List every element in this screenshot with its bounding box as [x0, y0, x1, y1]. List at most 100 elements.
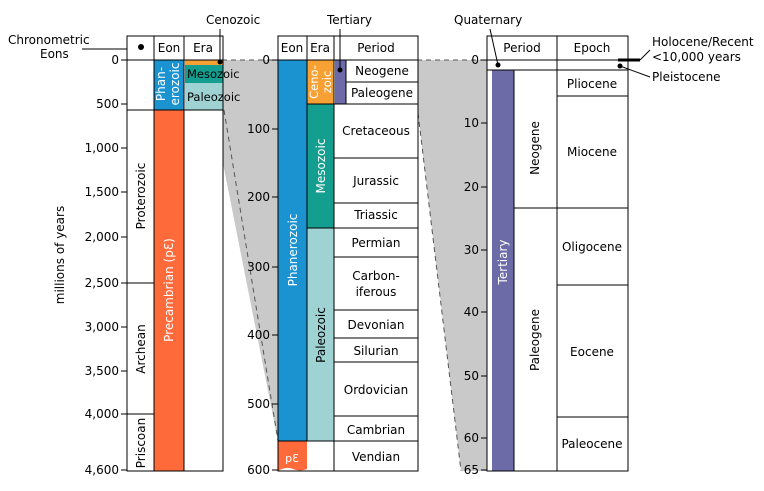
zoom-band-panel2-to-panel3: [335, 60, 487, 471]
tertiary-label: Tertiary: [496, 239, 510, 285]
holocene-years: <10,000 years: [652, 50, 741, 64]
mesozoic-label-small: Mesozoic: [187, 67, 240, 81]
epoch-eocene: Eocene: [570, 345, 614, 359]
panel2-tick-label: 400: [247, 328, 270, 342]
period-carboniferous-line2: iferous: [356, 285, 397, 299]
panel2-tick-label: 300: [247, 260, 270, 274]
panel2-tick-label: 0: [262, 53, 270, 67]
panel1-tick-label: 3,000: [85, 320, 119, 334]
period-carboniferous-line1: Carbon-: [352, 269, 400, 283]
header-period-p2: Period: [357, 41, 394, 55]
pe-bar: [278, 441, 307, 471]
panel1-tick-label: 3,500: [85, 364, 119, 378]
phanerozoic-bar: [278, 60, 307, 441]
holocene-callout: Holocene/Recent: [652, 35, 754, 49]
zoom-dash-bottom-2: [417, 112, 462, 472]
period-ordovician: Ordovician: [344, 383, 408, 397]
period-cretaceous: Cretaceous: [342, 124, 410, 138]
panel3-tick-label: 40: [464, 305, 479, 319]
header-dot-icon: [138, 44, 144, 50]
header-period-p3: Period: [503, 41, 540, 55]
header-epoch-p3: Epoch: [574, 41, 611, 55]
period-neogene-p3: Neogene: [528, 121, 542, 175]
axis-ticks-panel1: 0 500 1,000 1,500 2,000 2,500 3,000 3,500 4,000 4…: [85, 53, 127, 477]
header-eon-p2: Eon: [281, 41, 304, 55]
cenozoic-label-line1: Ceno-: [307, 65, 321, 99]
period-devonian: Devonian: [348, 318, 405, 332]
precambrian-bar: [154, 110, 184, 471]
epoch-pliocene: Pliocene: [567, 77, 617, 91]
chronometric-label: Chronometric: [8, 33, 90, 47]
holocene-pointer: [639, 49, 651, 61]
panel1-tick-label: 2,000: [85, 230, 119, 244]
panel1-tick-label: 4,000: [85, 407, 119, 421]
epoch-miocene: Miocene: [567, 145, 617, 159]
paleozoic-bar-small: [185, 83, 223, 110]
axis-ticks-panel3: 0 10 20 30 40 50 60 65: [464, 53, 487, 477]
panel1-tick-label: 500: [96, 97, 119, 111]
header-era-p2: Era: [310, 41, 330, 55]
cenozoic-bar: [307, 60, 334, 104]
mesozoic-label: Mesozoic: [314, 139, 328, 194]
phanerozoic-label-line2: erozoic: [168, 63, 182, 106]
cenozoic-label-line2: zoic: [320, 71, 334, 94]
mesozoic-bar-small: [185, 65, 223, 83]
tertiary-callout: Tertiary: [326, 13, 372, 27]
panel2-tick-label: 500: [247, 397, 270, 411]
chronometric-priscoan: Priscoan: [134, 418, 148, 468]
cenozoic-callout: Cenozoic: [206, 13, 260, 27]
panel1-tick-label: 4,600: [85, 463, 119, 477]
phanerozoic-label-line1: Phan-: [154, 67, 168, 101]
axis-ticks-panel2: 0 100 200 300 400 500 600: [247, 53, 278, 477]
cenozoic-dot-icon: [217, 59, 223, 65]
phanerozoic-label: Phanerozoic: [286, 214, 300, 287]
period-jurassic: Jurassic: [352, 174, 399, 188]
panel2-tick-label: 200: [247, 190, 270, 204]
period-cambrian: Cambrian: [347, 423, 405, 437]
pleistocene-pointer: [619, 65, 651, 78]
panel2-tick-label: 100: [247, 122, 270, 136]
period-triassic: Triassic: [353, 208, 398, 222]
panel3-tick-label: 60: [464, 431, 479, 445]
panel-chronometric: Eon Era Proterozoic Archean Priscoan Pha…: [85, 35, 240, 477]
period-permian: Permian: [352, 236, 401, 250]
epoch-oligocene: Oligocene: [562, 240, 622, 254]
header-eon: Eon: [158, 41, 181, 55]
pleistocene-callout: Pleistocene: [652, 70, 721, 84]
chronometric-proterozoic: Proterozoic: [134, 163, 148, 230]
tertiary-strip: [335, 60, 346, 104]
panel-phanerozoic: Eon Era Period Phanerozoic pƐ Ceno- zoic…: [247, 35, 419, 477]
panel1-tick-label: 0: [111, 53, 119, 67]
eons-label: Eons: [40, 47, 69, 61]
period-silurian: Silurian: [353, 344, 398, 358]
chronometric-archean: Archean: [134, 324, 148, 373]
header-era: Era: [193, 41, 213, 55]
pe-label: pƐ: [285, 452, 299, 465]
period-paleogene: Paleogene: [351, 86, 413, 100]
period-paleogene-p3: Paleogene: [528, 309, 542, 371]
panel1-tick-label: 1,500: [85, 185, 119, 199]
paleozoic-label: Paleozoic: [314, 307, 328, 363]
panel3-tick-label: 65: [464, 463, 479, 477]
cenozoic-strip-small: [185, 60, 223, 65]
panel1-tick-label: 2,500: [85, 276, 119, 290]
quaternary-callout: Quaternary: [454, 13, 522, 27]
paleozoic-label-small: Paleozoic: [187, 90, 240, 104]
paleozoic-bar: [307, 228, 334, 441]
precambrian-label: Precambrian (pƐ): [162, 238, 176, 342]
panel3-tick-label: 10: [464, 116, 479, 130]
panel2-tick-label: 600: [247, 463, 270, 477]
panel3-tick-label: 0: [471, 53, 479, 67]
panel3-tick-label: 50: [464, 369, 479, 383]
phanerozoic-bar-small: [154, 60, 184, 110]
y-axis-title: millions of years: [53, 206, 67, 304]
panel-cenozoic: Period Epoch Tertiary Neogene Paleogene …: [464, 35, 640, 477]
panel3-tick-label: 20: [464, 180, 479, 194]
period-neogene: Neogene: [355, 64, 409, 78]
zoom-dash-bottom-1: [223, 109, 279, 442]
mesozoic-bar: [307, 104, 334, 228]
tertiary-bar: [492, 70, 514, 471]
panel3-tick-label: 30: [464, 243, 479, 257]
zoom-band-panel1-to-panel2: [213, 60, 278, 441]
